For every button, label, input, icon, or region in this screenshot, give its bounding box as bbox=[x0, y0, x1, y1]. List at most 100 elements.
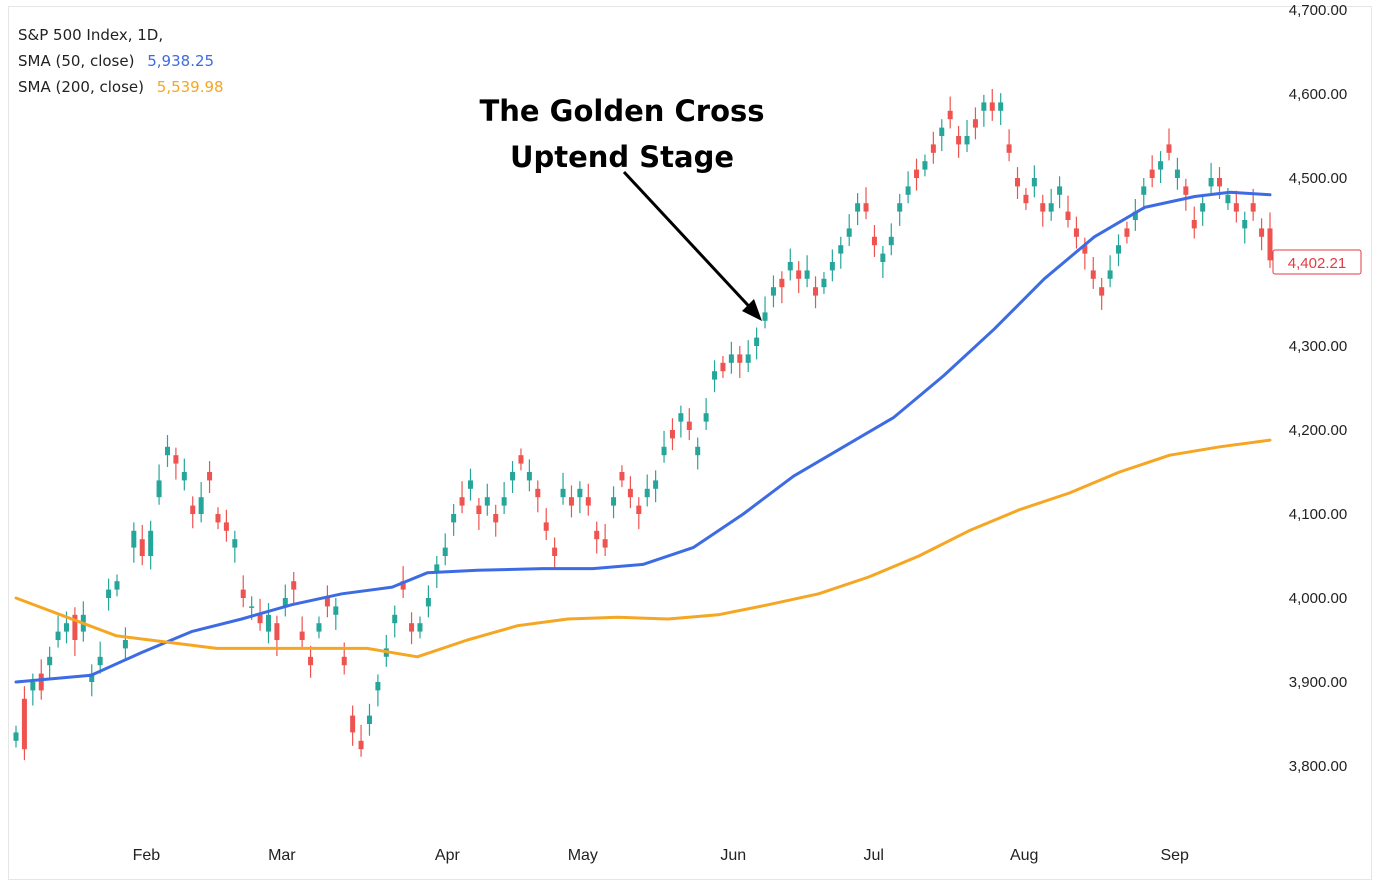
candle-body bbox=[1015, 178, 1021, 187]
y-tick-label: 3,900.00 bbox=[1289, 674, 1347, 691]
candle-body bbox=[97, 656, 103, 666]
candle-body bbox=[1082, 245, 1088, 254]
candle-body bbox=[888, 236, 894, 246]
candle-body bbox=[914, 169, 920, 178]
candle-body bbox=[1057, 186, 1063, 195]
candle-body bbox=[678, 413, 684, 422]
candle-body bbox=[745, 354, 751, 363]
x-tick-label: Apr bbox=[435, 847, 461, 864]
candle-body bbox=[1225, 194, 1231, 204]
x-tick-label: May bbox=[568, 847, 598, 864]
x-tick-label: Aug bbox=[1010, 847, 1038, 864]
candle-body bbox=[686, 421, 692, 430]
candle-body bbox=[173, 455, 179, 464]
candle-body bbox=[1217, 178, 1223, 187]
candle-body bbox=[930, 144, 936, 153]
candle-body bbox=[1031, 178, 1037, 187]
y-axis: 3,800.00 3,900.00 4,000.00 4,100.00 4,200.00… bbox=[1289, 2, 1347, 775]
candle-body bbox=[1006, 144, 1012, 153]
candle-body bbox=[1141, 186, 1147, 195]
candle-body bbox=[644, 488, 650, 498]
candle-body bbox=[1242, 220, 1248, 229]
x-tick-label: Sep bbox=[1160, 847, 1189, 864]
candle-body bbox=[821, 278, 827, 288]
candle-body bbox=[164, 446, 170, 456]
candle-body bbox=[737, 354, 743, 363]
candle-body bbox=[510, 472, 516, 481]
candle-body bbox=[89, 673, 95, 682]
candle-body bbox=[1023, 194, 1029, 204]
legend-title: S&P 500 Index, 1D, bbox=[18, 22, 224, 48]
candle-body bbox=[611, 497, 617, 506]
candle-body bbox=[1259, 228, 1265, 237]
candle-body bbox=[417, 623, 423, 632]
candle-body bbox=[451, 514, 457, 523]
candle-body bbox=[627, 488, 633, 498]
candle-body bbox=[400, 581, 406, 590]
sma200-label: SMA (200, close) bbox=[18, 78, 144, 96]
candle-body bbox=[829, 262, 835, 271]
candle-body bbox=[1267, 228, 1273, 261]
candle-body bbox=[796, 270, 802, 279]
sma200-value: 5,539.98 bbox=[156, 78, 224, 96]
candle-body bbox=[240, 589, 246, 598]
candle-body bbox=[434, 564, 440, 573]
candle-body bbox=[552, 547, 558, 556]
candle-body bbox=[265, 614, 271, 632]
candle-body bbox=[602, 539, 608, 548]
candle-body bbox=[577, 488, 583, 498]
candle-body bbox=[501, 497, 507, 506]
candle-body bbox=[375, 682, 381, 691]
annotation-text: The Golden Cross Uptend Stage bbox=[452, 88, 792, 180]
candle-body bbox=[72, 614, 78, 640]
annotation-line-1: The Golden Cross bbox=[479, 94, 765, 128]
candle-body bbox=[1166, 144, 1172, 153]
candle-body bbox=[358, 740, 364, 750]
sma-layer bbox=[14, 190, 1272, 684]
candle-body bbox=[1073, 228, 1079, 237]
candle-body bbox=[804, 270, 810, 279]
candle-body bbox=[762, 312, 768, 321]
candle-body bbox=[653, 480, 659, 489]
candle-body bbox=[594, 530, 600, 540]
candle-body bbox=[905, 186, 911, 195]
candle-body bbox=[518, 455, 524, 464]
candle-body bbox=[308, 656, 314, 666]
candle-body bbox=[897, 203, 903, 212]
candle-body bbox=[989, 102, 995, 111]
candle-body bbox=[1250, 203, 1256, 212]
candle-body bbox=[880, 253, 886, 262]
candle-body bbox=[366, 715, 372, 724]
chart-frame bbox=[8, 6, 1372, 880]
candle-body bbox=[139, 539, 145, 556]
candle-body bbox=[779, 278, 785, 288]
candle-body bbox=[190, 505, 196, 514]
candle-body bbox=[476, 505, 482, 514]
candle-body bbox=[156, 480, 162, 498]
candle-body bbox=[63, 623, 69, 632]
candle-body bbox=[1116, 245, 1122, 254]
candle-body bbox=[274, 623, 280, 640]
candle-body bbox=[1124, 228, 1130, 237]
candle-body bbox=[249, 606, 255, 608]
candle-body bbox=[855, 203, 861, 212]
candle-body bbox=[922, 161, 928, 170]
candle-body bbox=[341, 656, 347, 666]
candle-body bbox=[669, 430, 675, 439]
candle-body bbox=[106, 589, 112, 598]
candle-body bbox=[13, 732, 19, 741]
candle-body bbox=[122, 640, 128, 649]
candle-body bbox=[636, 505, 642, 514]
candle-body bbox=[30, 682, 36, 691]
x-tick-label: Jun bbox=[720, 847, 746, 864]
candle-body bbox=[1149, 169, 1155, 178]
candle-body bbox=[972, 119, 978, 128]
candle-body bbox=[493, 514, 499, 523]
candle-body bbox=[619, 472, 625, 481]
sma200-line bbox=[14, 438, 1272, 659]
candle-body bbox=[181, 472, 187, 481]
candle-body bbox=[770, 287, 776, 296]
candle-body bbox=[585, 497, 591, 506]
y-tick-label: 4,100.00 bbox=[1289, 506, 1347, 523]
